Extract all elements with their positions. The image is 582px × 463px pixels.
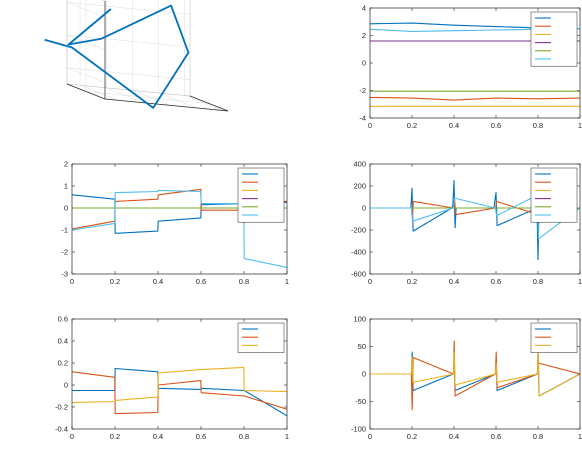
- series-group: [72, 366, 287, 417]
- y-tick-label: -400: [351, 248, 366, 257]
- plot-frame: [369, 163, 581, 275]
- y-tick-label: -0.2: [55, 403, 68, 412]
- y-tick-label: 400: [353, 160, 366, 169]
- y-tick-label: 0: [64, 204, 68, 213]
- x-tick-label: 0.2: [110, 432, 120, 441]
- x-tick-label: 0.2: [407, 121, 417, 130]
- chart-acc: 0 0.2 0.4 0.6 0.8 1 -600 -400 -200 0 200 400: [351, 160, 582, 287]
- x-tick-label: 0.8: [533, 121, 543, 130]
- y-tick-label: 0.2: [58, 359, 68, 368]
- x-tick-label: 0: [368, 121, 372, 130]
- grid-z-side: [66, 67, 106, 83]
- x-tick-label: 0.8: [239, 432, 249, 441]
- x-tick-label: 0.6: [491, 432, 501, 441]
- y-tick-label: 1: [64, 182, 68, 191]
- series-line-dq6: [72, 189, 287, 268]
- y-tick-label: -2: [61, 248, 68, 257]
- y-tick-label: -0.4: [55, 425, 68, 434]
- y-tick-label: 200: [353, 182, 366, 191]
- x-tick-label: 1: [578, 432, 582, 441]
- x-tick-label: 0.6: [196, 432, 206, 441]
- plot-frame: [71, 163, 288, 275]
- x-tick-label: 0.8: [239, 277, 249, 286]
- y-tick-label: 0: [362, 370, 366, 379]
- y-tick-label: -1: [61, 226, 68, 235]
- legend: [530, 11, 578, 67]
- chart-vel: 0 0.2 0.4 0.6 0.8 1 -3 -2 -1 0 1 2: [61, 160, 289, 287]
- legend: [530, 322, 578, 353]
- x-tick-label: 0.2: [407, 277, 417, 286]
- legend-box: [237, 167, 285, 223]
- series-line-vz: [72, 366, 287, 404]
- y-tick-label: 0.6: [58, 315, 68, 324]
- grid-z-back: [66, 67, 191, 80]
- x-tick-label: 0.4: [449, 432, 459, 441]
- legend: [530, 167, 578, 223]
- x-tick-label: 0: [70, 277, 74, 286]
- legend: [237, 167, 285, 223]
- legend-box: [530, 322, 578, 353]
- x-tick-label: 0: [368, 277, 372, 286]
- x-axis-line: [104, 98, 229, 112]
- x-tick-label: 0.4: [449, 121, 459, 130]
- x-tick-label: 0.2: [110, 277, 120, 286]
- y-tick-label: -600: [351, 270, 366, 279]
- legend-box: [530, 11, 578, 67]
- y-tick-label: -3: [61, 270, 68, 279]
- y-tick-label: -4: [359, 114, 366, 123]
- series-line-q2: [370, 96, 580, 101]
- grid-z-side: [66, 2, 106, 18]
- y-tick-label: -50: [355, 397, 366, 406]
- x-tick-label: 1: [578, 277, 582, 286]
- plot-frame: [369, 318, 581, 430]
- trajectory-line: [44, 4, 190, 109]
- x-tick-label: 0.6: [491, 121, 501, 130]
- chart-angles: 0 0.2 0.4 0.6 0.8 1 -4 -2 0 2 4: [359, 4, 582, 131]
- y-tick-label: -200: [351, 226, 366, 235]
- y-tick-label: 100: [353, 315, 366, 324]
- legend: [237, 322, 285, 353]
- grid-z-back: [66, 2, 191, 15]
- x-tick-label: 1: [285, 277, 289, 286]
- series-line-vy: [72, 371, 287, 415]
- series-line-az: [370, 348, 580, 397]
- y-tick-label: 2: [362, 31, 366, 40]
- x-tick-label: 1: [578, 121, 582, 130]
- y-tick-label: -2: [359, 86, 366, 95]
- grid-z-back: [66, 34, 191, 48]
- y-tick-label: 0: [362, 59, 366, 68]
- x-tick-label: 0.4: [153, 432, 163, 441]
- floor-edge: [189, 95, 229, 112]
- x-tick-label: 0.8: [533, 277, 543, 286]
- y-tick-label: 0.4: [58, 337, 68, 346]
- x-tick-label: 0.2: [407, 432, 417, 441]
- legend-box: [530, 167, 578, 223]
- chart-traj: [44, 0, 229, 112]
- y-tick-label: 50: [358, 342, 366, 351]
- chart-eevel: 0 0.2 0.4 0.6 0.8 1 -0.4 -0.2 0 0.2 0.4 0.6: [55, 315, 289, 442]
- x-tick-label: 0.4: [153, 277, 163, 286]
- y-tick-label: 2: [64, 160, 68, 169]
- grid-z-side: [66, 34, 106, 51]
- x-tick-label: 0.8: [533, 432, 543, 441]
- x-tick-label: 0.4: [449, 277, 459, 286]
- grid-y-floor: [85, 91, 210, 104]
- x-tick-label: 0.6: [491, 277, 501, 286]
- x-tick-label: 0: [70, 432, 74, 441]
- chart-eeacc: 0 0.2 0.4 0.6 0.8 1 -100 -50 0 50 100: [351, 315, 582, 442]
- y-tick-label: 4: [362, 4, 366, 13]
- plot-frame: [369, 7, 581, 119]
- x-tick-label: 0.6: [196, 277, 206, 286]
- y-tick-label: 0: [64, 381, 68, 390]
- plot-frame: [71, 318, 288, 430]
- y-tick-label: -100: [351, 425, 366, 434]
- x-tick-label: 1: [285, 432, 289, 441]
- y-tick-label: 0: [362, 204, 366, 213]
- x-tick-label: 0: [368, 432, 372, 441]
- legend-box: [237, 322, 285, 353]
- y-axis-line: [66, 83, 106, 100]
